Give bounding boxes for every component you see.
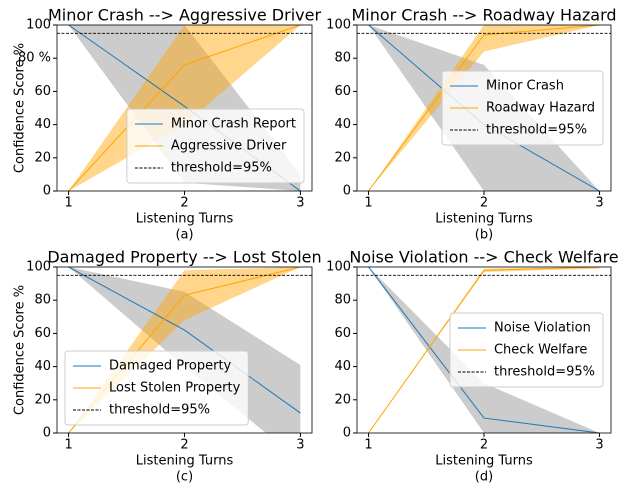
x-tick-label: 2: [180, 196, 188, 211]
chart-title: Noise Violation --> Check Welfare: [349, 248, 618, 267]
x-axis-label: Listening Turns: [136, 454, 234, 469]
y-tick-label: 100: [26, 18, 51, 33]
legend-label: threshold=95%: [109, 403, 210, 418]
y-tick-label: 0: [343, 184, 351, 199]
x-tick-label: 3: [296, 438, 304, 453]
y-tick-label: 100: [326, 18, 351, 33]
legend-label: Damaged Property: [109, 359, 232, 374]
caption: (b): [475, 228, 493, 243]
y-tick-label: 100: [26, 260, 51, 275]
panel: 0 20 40 60 80 100 1 2 3 Minor Crash --> Roadway H…: [326, 6, 616, 243]
y-tick-label: 20: [334, 150, 351, 165]
x-tick-label: 1: [64, 438, 72, 453]
y-tick-label: 20: [34, 150, 51, 165]
caption: (a): [175, 228, 193, 243]
x-tick-label: 3: [595, 196, 603, 211]
y-tick-label: 40: [334, 359, 351, 374]
y-tick-label: 40: [34, 117, 51, 132]
series-line: [368, 267, 600, 433]
panel: 0 20 40 60 80 100 1 2 3 Noise Violation --> Check…: [326, 248, 618, 483]
legend: Damaged Property Lost Stolen Property thre…: [64, 350, 249, 426]
confidence-band: [368, 267, 600, 433]
chart-title: Damaged Property --> Lost Stolen: [47, 248, 321, 267]
legend-label: threshold=95%: [486, 123, 587, 138]
x-axis-label: Listening Turns: [435, 212, 533, 227]
panel: 0 20 40 60 80 100 1 2 3 Damaged Property --> Lost…: [13, 248, 322, 483]
y-tick-label: 60: [34, 84, 51, 99]
y-tick-label: 60: [34, 326, 51, 341]
x-tick-label: 2: [180, 438, 188, 453]
series-line: [68, 267, 301, 414]
legend-label: Minor Crash Report: [171, 117, 296, 132]
y-tick-label: 40: [34, 359, 51, 374]
legend-label: Noise Violation: [494, 321, 591, 336]
series-line: [368, 267, 600, 433]
y-tick-label: 60: [334, 84, 351, 99]
y-tick-label: 0: [43, 184, 51, 199]
legend-label: Minor Crash: [486, 79, 564, 94]
legend-box: [449, 312, 604, 388]
y-tick-label: 80 %: [18, 51, 51, 66]
y-tick-label: 80: [334, 293, 351, 308]
y-tick-label: 0: [43, 426, 51, 441]
x-axis-label: Listening Turns: [136, 212, 234, 227]
x-tick-label: 3: [595, 438, 603, 453]
plot-area: [357, 267, 611, 433]
x-tick-label: 1: [364, 438, 372, 453]
legend-label: Aggressive Driver: [171, 139, 287, 154]
x-tick-label: 2: [480, 196, 488, 211]
y-axis-label: Confidence Score %: [13, 43, 28, 173]
legend-box: [64, 350, 249, 426]
y-tick-label: 80: [334, 51, 351, 66]
y-tick-label: 80: [34, 293, 51, 308]
legend-box: [441, 70, 604, 146]
y-axis-label: Confidence Score %: [13, 285, 28, 415]
y-tick-label: 100: [326, 260, 351, 275]
legend-label: Lost Stolen Property: [109, 381, 241, 396]
legend: Minor Crash Report Aggressive Driver thres…: [126, 108, 305, 184]
chart-title: Minor Crash --> Aggressive Driver: [48, 6, 322, 25]
legend-label: Check Welfare: [494, 343, 587, 358]
y-tick-label: 20: [334, 392, 351, 407]
legend-label: threshold=95%: [171, 161, 272, 176]
legend-box: [126, 108, 305, 184]
confidence-band: [68, 267, 301, 433]
y-tick-label: 40: [334, 117, 351, 132]
series-line: [68, 25, 301, 191]
x-tick-label: 1: [64, 196, 72, 211]
caption: (c): [176, 470, 193, 483]
x-tick-label: 2: [480, 438, 488, 453]
caption: (d): [475, 470, 493, 483]
legend: Noise Violation Check Welfare threshold=95…: [449, 312, 604, 388]
y-tick-label: 0: [343, 426, 351, 441]
chart-title: Minor Crash --> Roadway Hazard: [351, 6, 616, 25]
x-tick-label: 1: [364, 196, 372, 211]
y-tick-label: 60: [334, 326, 351, 341]
legend-label: threshold=95%: [494, 365, 595, 380]
legend: Minor Crash Roadway Hazard threshold=95%: [441, 70, 604, 146]
legend-label: Roadway Hazard: [486, 101, 595, 116]
x-tick-label: 3: [296, 196, 304, 211]
y-tick-label: 20: [34, 392, 51, 407]
series-line: [368, 25, 600, 191]
panel: 0 20 40 60 80 % 100 1 2 3 Minor Crash --> Aggress…: [13, 6, 322, 243]
x-axis-label: Listening Turns: [435, 454, 533, 469]
